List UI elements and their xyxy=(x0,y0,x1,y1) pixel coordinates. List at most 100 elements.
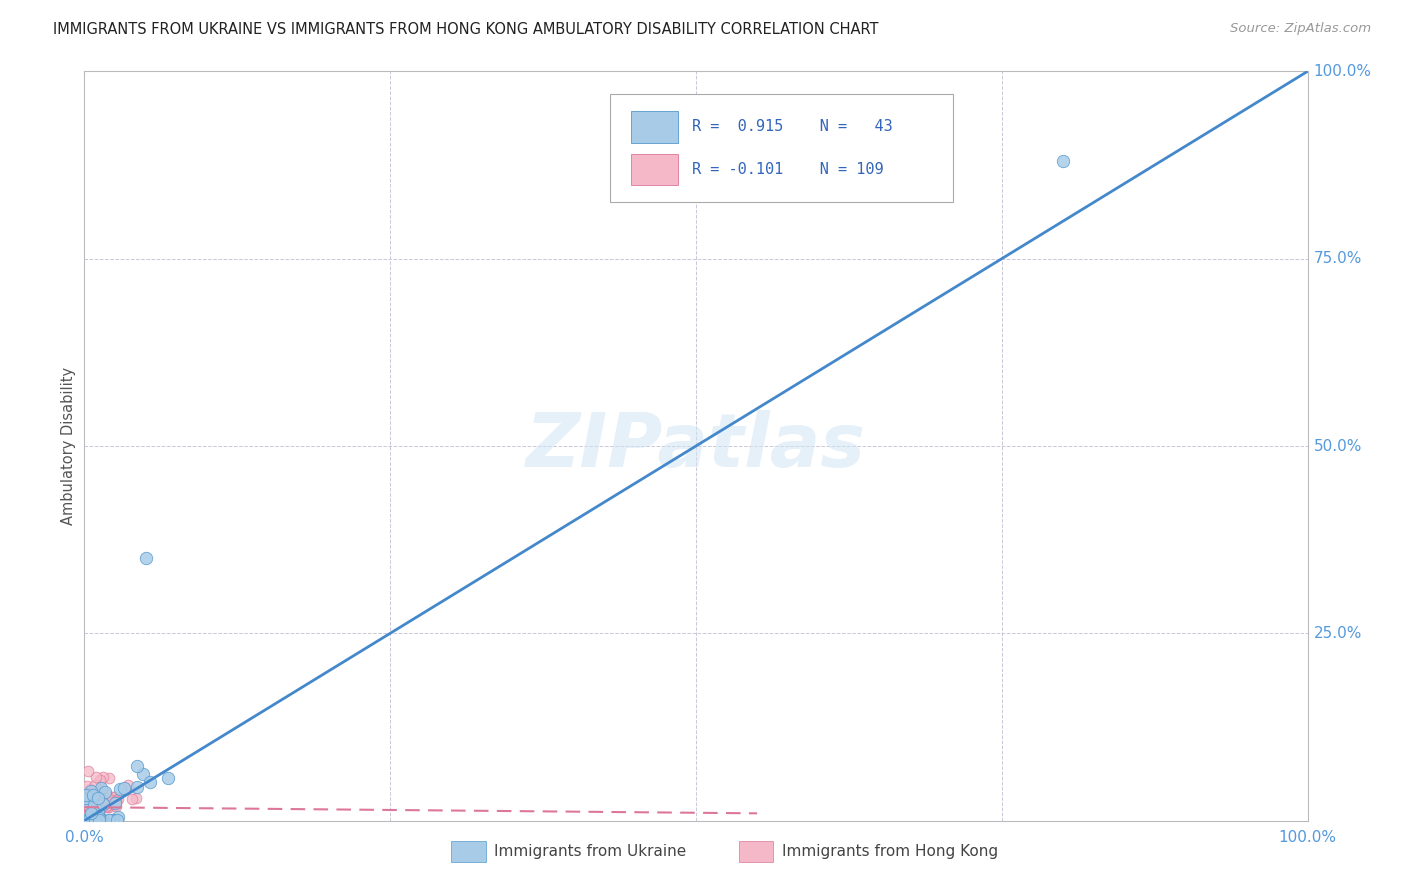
Point xyxy=(83,799,105,814)
Point xyxy=(127,780,149,795)
Point xyxy=(79,813,101,827)
Point xyxy=(96,793,118,807)
Point xyxy=(82,794,104,808)
Point xyxy=(91,770,114,784)
Point xyxy=(94,797,117,811)
Point xyxy=(104,799,127,814)
Point xyxy=(107,791,129,805)
Point xyxy=(83,799,105,814)
Point xyxy=(80,795,103,809)
Point xyxy=(79,813,101,827)
Point xyxy=(79,782,101,797)
Point xyxy=(75,797,97,812)
Point xyxy=(132,766,155,780)
Point xyxy=(77,791,100,805)
Point xyxy=(86,791,108,805)
Point xyxy=(80,805,103,820)
Point xyxy=(86,770,108,784)
Point xyxy=(84,805,107,819)
Point xyxy=(73,798,96,813)
Text: Immigrants from Hong Kong: Immigrants from Hong Kong xyxy=(782,844,998,859)
Point xyxy=(93,785,115,799)
Point xyxy=(82,799,104,814)
Point xyxy=(94,798,117,813)
Text: 50.0%: 50.0% xyxy=(1313,439,1362,453)
Point xyxy=(75,795,97,809)
Point xyxy=(77,798,100,813)
Point xyxy=(117,778,139,792)
Point xyxy=(84,778,107,792)
Point xyxy=(79,813,101,827)
Point xyxy=(79,785,101,799)
Point xyxy=(75,797,97,812)
Point xyxy=(84,795,107,809)
Point xyxy=(105,813,128,827)
Point xyxy=(76,791,98,805)
Point xyxy=(86,804,108,818)
Point xyxy=(84,794,107,808)
Point xyxy=(80,783,103,797)
Point xyxy=(80,806,103,821)
Point xyxy=(77,790,100,805)
Point xyxy=(105,794,128,808)
Point xyxy=(93,797,115,811)
Point xyxy=(89,812,111,826)
Point xyxy=(75,794,97,808)
Point xyxy=(75,788,97,802)
Point xyxy=(77,799,100,814)
Point xyxy=(86,797,108,812)
Point xyxy=(82,794,104,808)
Point xyxy=(83,798,105,813)
Point xyxy=(89,772,111,787)
Point xyxy=(97,791,120,805)
Point xyxy=(80,786,103,800)
Point xyxy=(127,758,149,772)
Point xyxy=(77,793,100,807)
Point xyxy=(97,771,120,785)
Point xyxy=(1052,154,1074,169)
Point xyxy=(101,813,124,827)
Point xyxy=(79,792,101,806)
Point xyxy=(91,795,114,809)
Bar xyxy=(451,841,485,862)
Point xyxy=(77,797,100,812)
Point xyxy=(84,800,107,814)
Point xyxy=(77,798,100,813)
Point xyxy=(76,795,98,809)
Point xyxy=(82,793,104,807)
Point xyxy=(77,796,100,810)
Point xyxy=(112,780,135,795)
Point xyxy=(87,799,110,814)
Text: Immigrants from Ukraine: Immigrants from Ukraine xyxy=(494,844,686,859)
Point xyxy=(84,800,107,814)
Point xyxy=(75,791,97,805)
FancyBboxPatch shape xyxy=(610,94,953,202)
Point xyxy=(73,798,96,813)
Point xyxy=(87,813,110,827)
Point xyxy=(89,789,111,803)
Point xyxy=(76,795,98,809)
Y-axis label: Ambulatory Disability: Ambulatory Disability xyxy=(60,367,76,525)
Point xyxy=(79,793,101,807)
Point xyxy=(98,800,121,814)
Point xyxy=(83,798,105,813)
Point xyxy=(77,797,100,812)
Point xyxy=(91,797,114,812)
Point xyxy=(76,798,98,813)
Point xyxy=(101,789,124,804)
Point xyxy=(91,797,114,812)
Point xyxy=(94,798,117,813)
Point xyxy=(73,791,96,805)
Text: 0.0%: 0.0% xyxy=(65,830,104,845)
Point xyxy=(77,794,100,808)
Point xyxy=(86,795,108,809)
Point xyxy=(90,813,112,827)
Point xyxy=(93,799,115,814)
Point xyxy=(83,798,105,813)
Text: 100.0%: 100.0% xyxy=(1313,64,1372,78)
Point xyxy=(86,813,108,827)
Point xyxy=(103,796,125,810)
Point xyxy=(89,811,111,825)
Point xyxy=(84,799,107,814)
Point xyxy=(77,797,100,811)
